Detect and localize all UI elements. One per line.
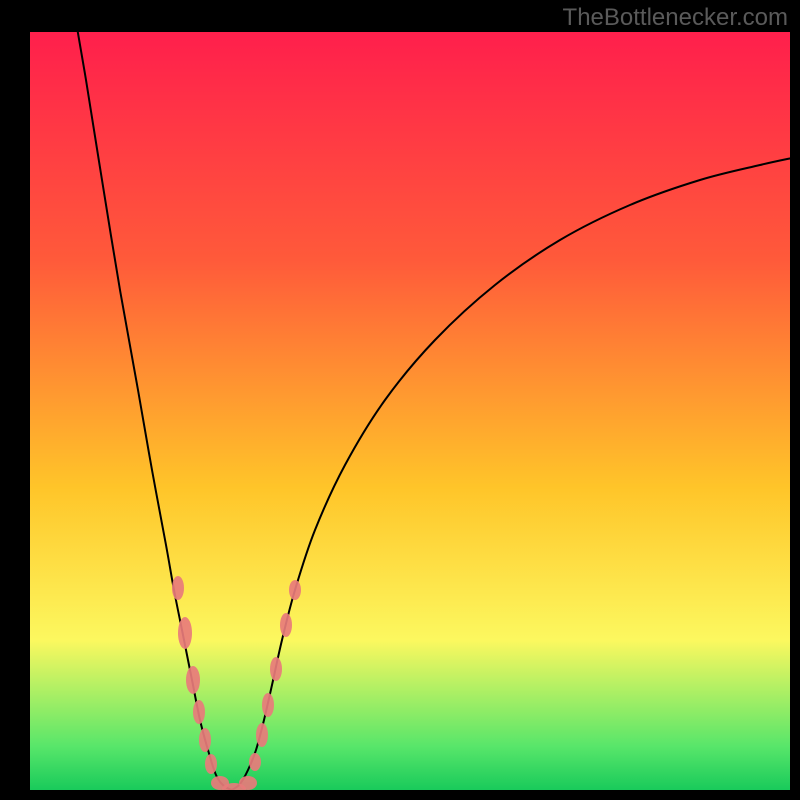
watermark-text: TheBottlenecker.com [563,4,788,32]
plot-background [30,32,792,792]
